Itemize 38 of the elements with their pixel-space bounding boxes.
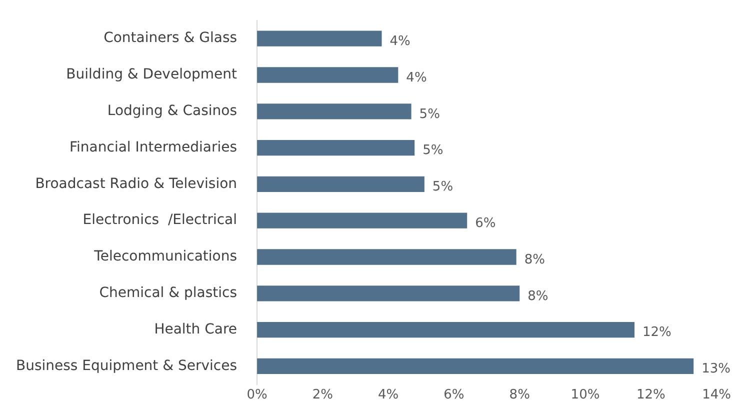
- x-tick-label: 0%: [246, 388, 268, 403]
- y-tick-label: Telecommunications: [93, 248, 238, 265]
- x-tick-label: 6%: [444, 388, 464, 403]
- bar: [257, 322, 634, 338]
- data-label: 4%: [390, 34, 410, 49]
- x-tick-label: 2%: [312, 388, 333, 403]
- bar: [257, 30, 382, 46]
- bar: [257, 286, 520, 302]
- y-tick-label: Lodging & Casinos: [107, 103, 238, 120]
- data-label: 5%: [419, 106, 440, 122]
- bar: [257, 104, 412, 120]
- y-tick-label: Business Equipment & Services: [16, 358, 238, 374]
- bar: [257, 249, 516, 265]
- bar: [257, 140, 415, 156]
- data-label: 8%: [528, 288, 548, 304]
- data-label: 5%: [432, 180, 454, 195]
- data-label: 8%: [524, 252, 545, 268]
- data-label: 6%: [475, 216, 496, 231]
- data-label: 4%: [406, 70, 427, 86]
- y-tick-label: Broadcast Radio & Television: [35, 176, 238, 192]
- data-label: 13%: [702, 362, 730, 377]
- data-label: 12%: [642, 325, 672, 340]
- y-tick-label: Health Care: [154, 321, 238, 338]
- bar: [257, 176, 424, 192]
- x-tick-label: 8%: [509, 388, 530, 403]
- bar: [257, 358, 694, 374]
- y-tick-label: Containers & Glass: [104, 30, 238, 46]
- y-tick-label: Electronics /Electrical: [82, 212, 238, 228]
- bar: [257, 67, 398, 83]
- y-tick-label: Financial Intermediaries: [70, 139, 238, 156]
- y-tick-label: Building & Development: [66, 66, 238, 83]
- y-tick-label: Chemical & plastics: [99, 285, 238, 302]
- x-tick-label: 14%: [702, 388, 732, 403]
- x-tick-label: 12%: [636, 388, 666, 403]
- x-tick-label: 4%: [378, 388, 399, 403]
- x-tick-label: 10%: [570, 388, 600, 403]
- data-label: 5%: [422, 143, 444, 158]
- bar: [257, 212, 468, 228]
